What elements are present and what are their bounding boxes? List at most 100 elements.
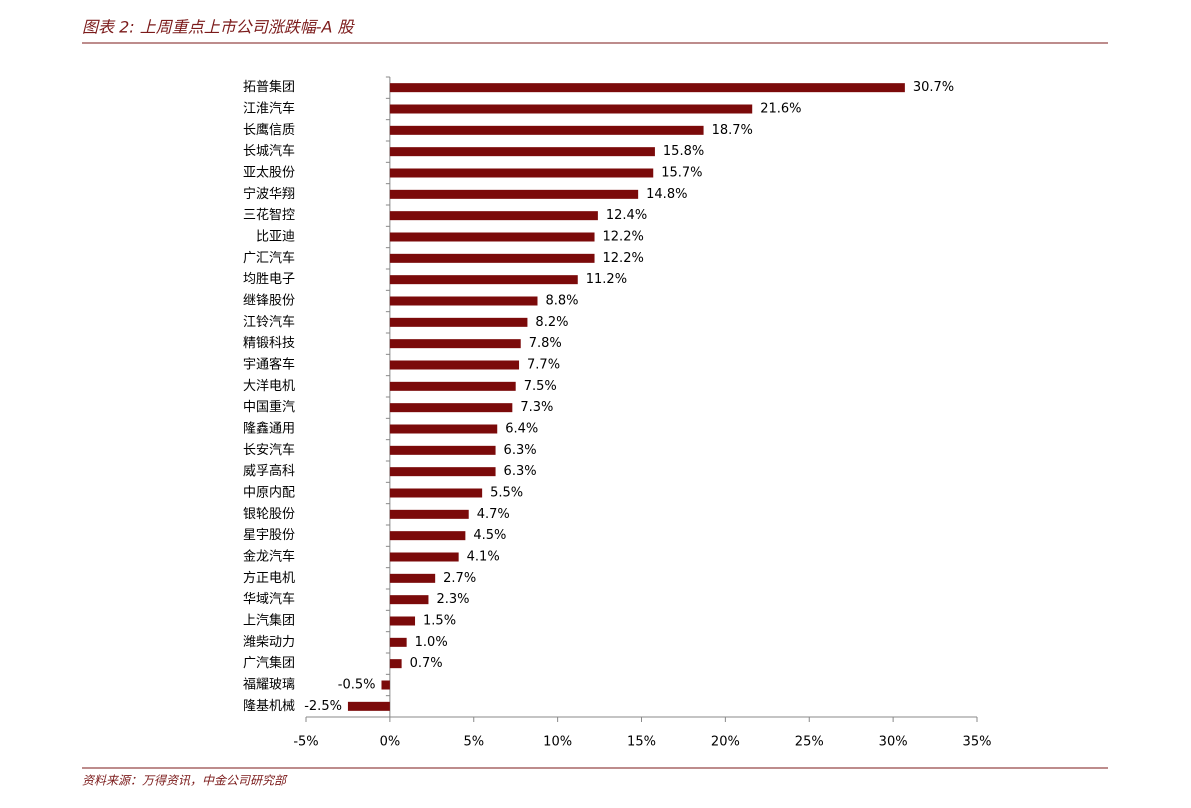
category-label: 比亚迪 [256, 230, 295, 245]
x-tick-label: 30% [879, 735, 908, 750]
value-label: 15.8% [663, 144, 704, 159]
category-label: 威孚高科 [243, 463, 295, 479]
bar [381, 680, 390, 690]
bar [389, 403, 513, 413]
value-label: 4.7% [477, 507, 510, 522]
bar [389, 296, 538, 306]
value-label: 7.3% [520, 400, 553, 415]
value-label: 6.3% [504, 443, 537, 458]
value-label: -0.5% [338, 678, 376, 693]
category-label: 方正电机 [243, 570, 295, 586]
value-label: 8.2% [535, 315, 568, 330]
bar [389, 659, 402, 669]
value-label: 15.7% [661, 166, 702, 181]
bar [389, 275, 578, 285]
source-note: 资料来源：万得资讯，中金公司研究部 [82, 774, 288, 788]
bar [389, 104, 753, 114]
bar [389, 168, 654, 178]
bar [389, 573, 436, 583]
value-label: 8.8% [545, 294, 578, 309]
category-label: 均胜电子 [243, 272, 295, 287]
category-label: 江铃汽车 [243, 314, 295, 330]
bar [389, 488, 483, 498]
category-label: 华域汽车 [243, 591, 295, 607]
bar [389, 125, 704, 135]
bar [389, 509, 469, 519]
value-label: 4.5% [473, 528, 506, 543]
value-label: 7.7% [527, 358, 560, 373]
value-label: 12.4% [606, 208, 647, 223]
category-label: 长鹰信质 [243, 122, 295, 138]
bar [389, 381, 516, 391]
category-label: 继锋股份 [243, 294, 295, 309]
category-label: 宇通客车 [243, 357, 295, 373]
value-label: 2.3% [436, 592, 469, 607]
bar [389, 317, 528, 327]
category-label: 金龙汽车 [243, 549, 295, 565]
category-label: 潍柴动力 [243, 635, 295, 650]
value-label: 1.0% [415, 635, 448, 650]
x-tick-label: 25% [795, 735, 824, 750]
category-label: 宁波华翔 [243, 186, 295, 202]
category-label: 广汽集团 [243, 655, 295, 671]
category-label: 拓普集团 [243, 79, 295, 95]
x-tick-label: 5% [463, 735, 484, 750]
category-label: 三花智控 [243, 207, 295, 223]
value-label: 11.2% [586, 272, 627, 287]
category-label: 上汽集团 [243, 613, 295, 629]
bar [389, 147, 655, 157]
bar [389, 637, 407, 647]
x-tick-label: 35% [963, 735, 992, 750]
category-label: 福耀玻璃 [243, 678, 295, 693]
bar [389, 211, 598, 221]
bar [389, 531, 466, 541]
value-label: 14.8% [646, 187, 687, 202]
bar [389, 339, 521, 349]
value-label: 30.7% [913, 80, 954, 95]
bar [347, 701, 390, 711]
value-label: 21.6% [760, 102, 801, 117]
x-tick-label: 0% [380, 735, 401, 750]
bar [389, 445, 496, 455]
bar [389, 424, 498, 434]
category-label: 中原内配 [243, 485, 295, 501]
x-tick-label: -5% [293, 735, 318, 750]
x-tick-label: 10% [543, 735, 572, 750]
value-label: 6.4% [505, 422, 538, 437]
category-label: 隆基机械 [243, 699, 295, 714]
value-label: 1.5% [423, 614, 456, 629]
bar [389, 595, 429, 605]
category-label: 江淮汽车 [243, 101, 295, 117]
value-label: 2.7% [443, 571, 476, 586]
value-label: 5.5% [490, 486, 523, 501]
bar [389, 83, 905, 93]
bar [389, 232, 595, 242]
category-label: 广汇汽车 [243, 250, 295, 266]
bar [389, 616, 416, 626]
value-label: -2.5% [304, 699, 342, 714]
value-label: 12.2% [603, 230, 644, 245]
x-tick-label: 15% [627, 735, 656, 750]
chart-title: 图表 2: 上周重点上市公司涨跌幅-A 股 [82, 18, 356, 37]
bar [389, 360, 520, 370]
value-label: 12.2% [603, 251, 644, 266]
value-label: 7.8% [529, 336, 562, 351]
category-label: 中国重汽 [243, 399, 295, 415]
category-label: 精锻科技 [243, 336, 295, 351]
bar [389, 253, 595, 263]
value-label: 18.7% [712, 123, 753, 138]
category-label: 长安汽车 [243, 442, 295, 458]
bar [389, 189, 639, 199]
x-tick-label: 20% [711, 735, 740, 750]
value-label: 0.7% [410, 656, 443, 671]
category-label: 隆鑫通用 [243, 421, 295, 437]
value-label: 6.3% [504, 464, 537, 479]
category-label: 银轮股份 [243, 507, 295, 522]
value-label: 4.1% [467, 550, 500, 565]
category-label: 星宇股份 [243, 528, 295, 543]
category-label: 亚太股份 [243, 166, 295, 181]
bar [389, 552, 459, 562]
value-label: 7.5% [524, 379, 557, 394]
